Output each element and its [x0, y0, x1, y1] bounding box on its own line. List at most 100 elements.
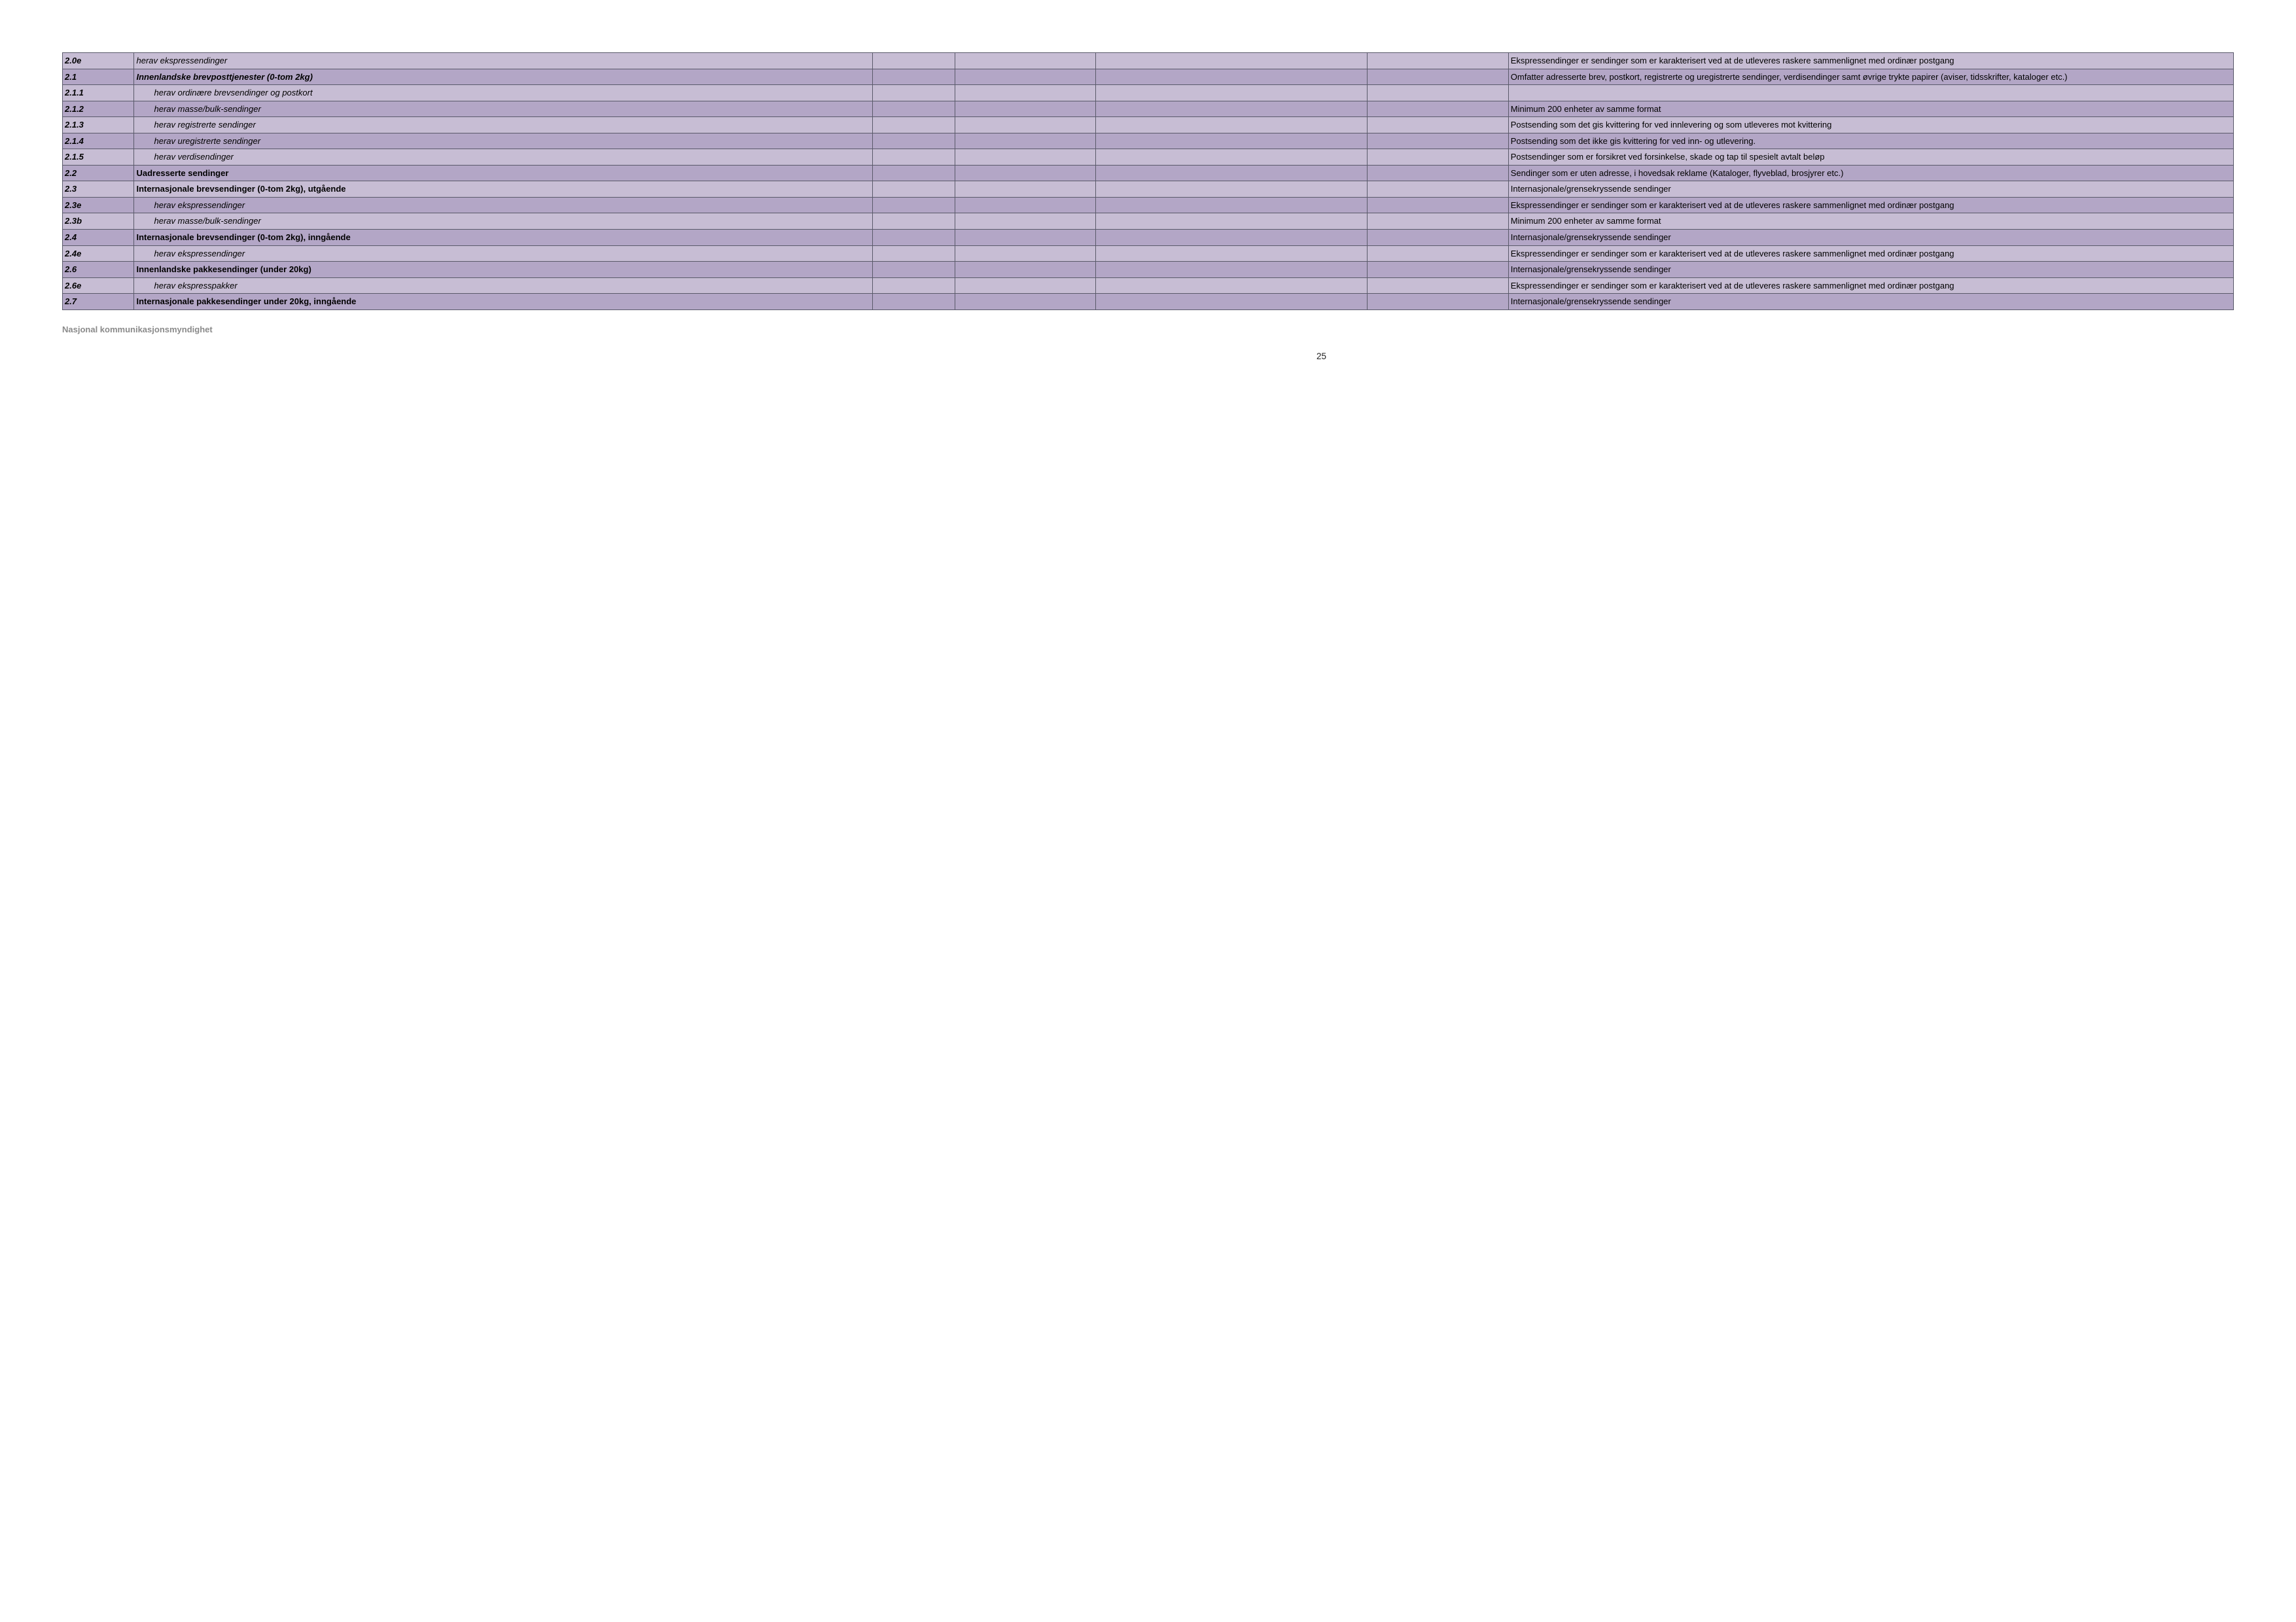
- empty-cell: [872, 294, 955, 310]
- row-code: 2.4e: [63, 245, 134, 262]
- empty-cell: [1368, 181, 1509, 198]
- table-row: 2.4eherav ekspressendinger Ekspressending…: [63, 245, 2234, 262]
- row-description: Postsendinger som er forsikret ved forsi…: [1508, 149, 2233, 166]
- row-description: Ekspressendinger er sendinger som er kar…: [1508, 245, 2233, 262]
- empty-cell: [1096, 181, 1368, 198]
- empty-cell: [1096, 197, 1368, 213]
- empty-cell: [955, 85, 1096, 101]
- row-description: Ekspressendinger er sendinger som er kar…: [1508, 197, 2233, 213]
- empty-cell: [1368, 149, 1509, 166]
- row-label: herav uregistrerte sendinger: [134, 133, 872, 149]
- row-code: 2.1: [63, 69, 134, 85]
- empty-cell: [955, 69, 1096, 85]
- table-row: 2.1Innenlandske brevposttjenester (0-tom…: [63, 69, 2234, 85]
- row-code: 2.0e: [63, 53, 134, 69]
- empty-cell: [1368, 277, 1509, 294]
- table-row: 2.1.4herav uregistrerte sendinger Postsen…: [63, 133, 2234, 149]
- row-description: [1508, 85, 2233, 101]
- row-label: herav ordinære brevsendinger og postkort: [134, 85, 872, 101]
- empty-cell: [1368, 245, 1509, 262]
- empty-cell: [955, 149, 1096, 166]
- empty-cell: [872, 133, 955, 149]
- empty-cell: [1368, 85, 1509, 101]
- empty-cell: [1096, 245, 1368, 262]
- table-row: 2.1.3herav registrerte sendinger Postsend…: [63, 117, 2234, 133]
- empty-cell: [872, 85, 955, 101]
- row-label: herav masse/bulk-sendinger: [134, 213, 872, 230]
- empty-cell: [1096, 117, 1368, 133]
- row-description: Minimum 200 enheter av samme format: [1508, 101, 2233, 117]
- empty-cell: [955, 117, 1096, 133]
- row-code: 2.1.1: [63, 85, 134, 101]
- empty-cell: [1368, 101, 1509, 117]
- empty-cell: [955, 245, 1096, 262]
- row-code: 2.2: [63, 165, 134, 181]
- row-label: herav ekspressendinger: [134, 245, 872, 262]
- row-label: Internasjonale brevsendinger (0-tom 2kg)…: [134, 181, 872, 198]
- empty-cell: [872, 149, 955, 166]
- empty-cell: [872, 181, 955, 198]
- row-label: herav ekspressendinger: [134, 197, 872, 213]
- empty-cell: [872, 230, 955, 246]
- empty-cell: [872, 69, 955, 85]
- empty-cell: [1096, 213, 1368, 230]
- row-label: herav ekspresspakker: [134, 277, 872, 294]
- empty-cell: [1368, 213, 1509, 230]
- empty-cell: [1096, 294, 1368, 310]
- empty-cell: [1096, 53, 1368, 69]
- row-label: herav registrerte sendinger: [134, 117, 872, 133]
- empty-cell: [1368, 230, 1509, 246]
- empty-cell: [1368, 117, 1509, 133]
- row-code: 2.1.4: [63, 133, 134, 149]
- row-description: Ekspressendinger er sendinger som er kar…: [1508, 277, 2233, 294]
- empty-cell: [872, 245, 955, 262]
- table-row: 2.4Internasjonale brevsendinger (0-tom 2…: [63, 230, 2234, 246]
- empty-cell: [1096, 149, 1368, 166]
- empty-cell: [872, 53, 955, 69]
- row-description: Internasjonale/grensekryssende sendinger: [1508, 294, 2233, 310]
- empty-cell: [1368, 262, 1509, 278]
- empty-cell: [955, 230, 1096, 246]
- empty-cell: [1368, 53, 1509, 69]
- empty-cell: [955, 213, 1096, 230]
- empty-cell: [1368, 133, 1509, 149]
- empty-cell: [955, 53, 1096, 69]
- row-label: Innenlandske pakkesendinger (under 20kg): [134, 262, 872, 278]
- row-code: 2.6: [63, 262, 134, 278]
- row-code: 2.3b: [63, 213, 134, 230]
- footer-authority: Nasjonal kommunikasjonsmyndighet: [62, 325, 2234, 334]
- table-row: 2.2Uadresserte sendinger Sendinger som er…: [63, 165, 2234, 181]
- empty-cell: [1096, 101, 1368, 117]
- row-description: Internasjonale/grensekryssende sendinger: [1508, 230, 2233, 246]
- table-row: 2.1.1herav ordinære brevsendinger og pos…: [63, 85, 2234, 101]
- empty-cell: [955, 262, 1096, 278]
- row-code: 2.7: [63, 294, 134, 310]
- row-description: Omfatter adresserte brev, postkort, regi…: [1508, 69, 2233, 85]
- table-row: 2.3eherav ekspressendingerEkspressending…: [63, 197, 2234, 213]
- row-label: herav masse/bulk-sendinger: [134, 101, 872, 117]
- row-description: Postsending som det ikke gis kvittering …: [1508, 133, 2233, 149]
- row-description: Ekspressendinger er sendinger som er kar…: [1508, 53, 2233, 69]
- row-code: 2.1.3: [63, 117, 134, 133]
- empty-cell: [872, 117, 955, 133]
- table-row: 2.6eherav ekspresspakkerEkspressendinger…: [63, 277, 2234, 294]
- table-row: 2.1.2herav masse/bulk-sendingerMinimum 2…: [63, 101, 2234, 117]
- row-code: 2.3: [63, 181, 134, 198]
- empty-cell: [955, 165, 1096, 181]
- empty-cell: [1368, 69, 1509, 85]
- empty-cell: [1368, 294, 1509, 310]
- page-number: 25: [62, 351, 2234, 361]
- empty-cell: [1096, 165, 1368, 181]
- row-description: Minimum 200 enheter av samme format: [1508, 213, 2233, 230]
- empty-cell: [872, 262, 955, 278]
- empty-cell: [955, 294, 1096, 310]
- table-row: 2.1.5herav verdisendingerPostsendinger s…: [63, 149, 2234, 166]
- empty-cell: [955, 277, 1096, 294]
- row-label: herav verdisendinger: [134, 149, 872, 166]
- row-label: Uadresserte sendinger: [134, 165, 872, 181]
- row-description: Sendinger som er uten adresse, i hovedsa…: [1508, 165, 2233, 181]
- empty-cell: [1368, 165, 1509, 181]
- row-description: Postsending som det gis kvittering for v…: [1508, 117, 2233, 133]
- row-label: herav ekspressendinger: [134, 53, 872, 69]
- table-row: 2.3Internasjonale brevsendinger (0-tom 2…: [63, 181, 2234, 198]
